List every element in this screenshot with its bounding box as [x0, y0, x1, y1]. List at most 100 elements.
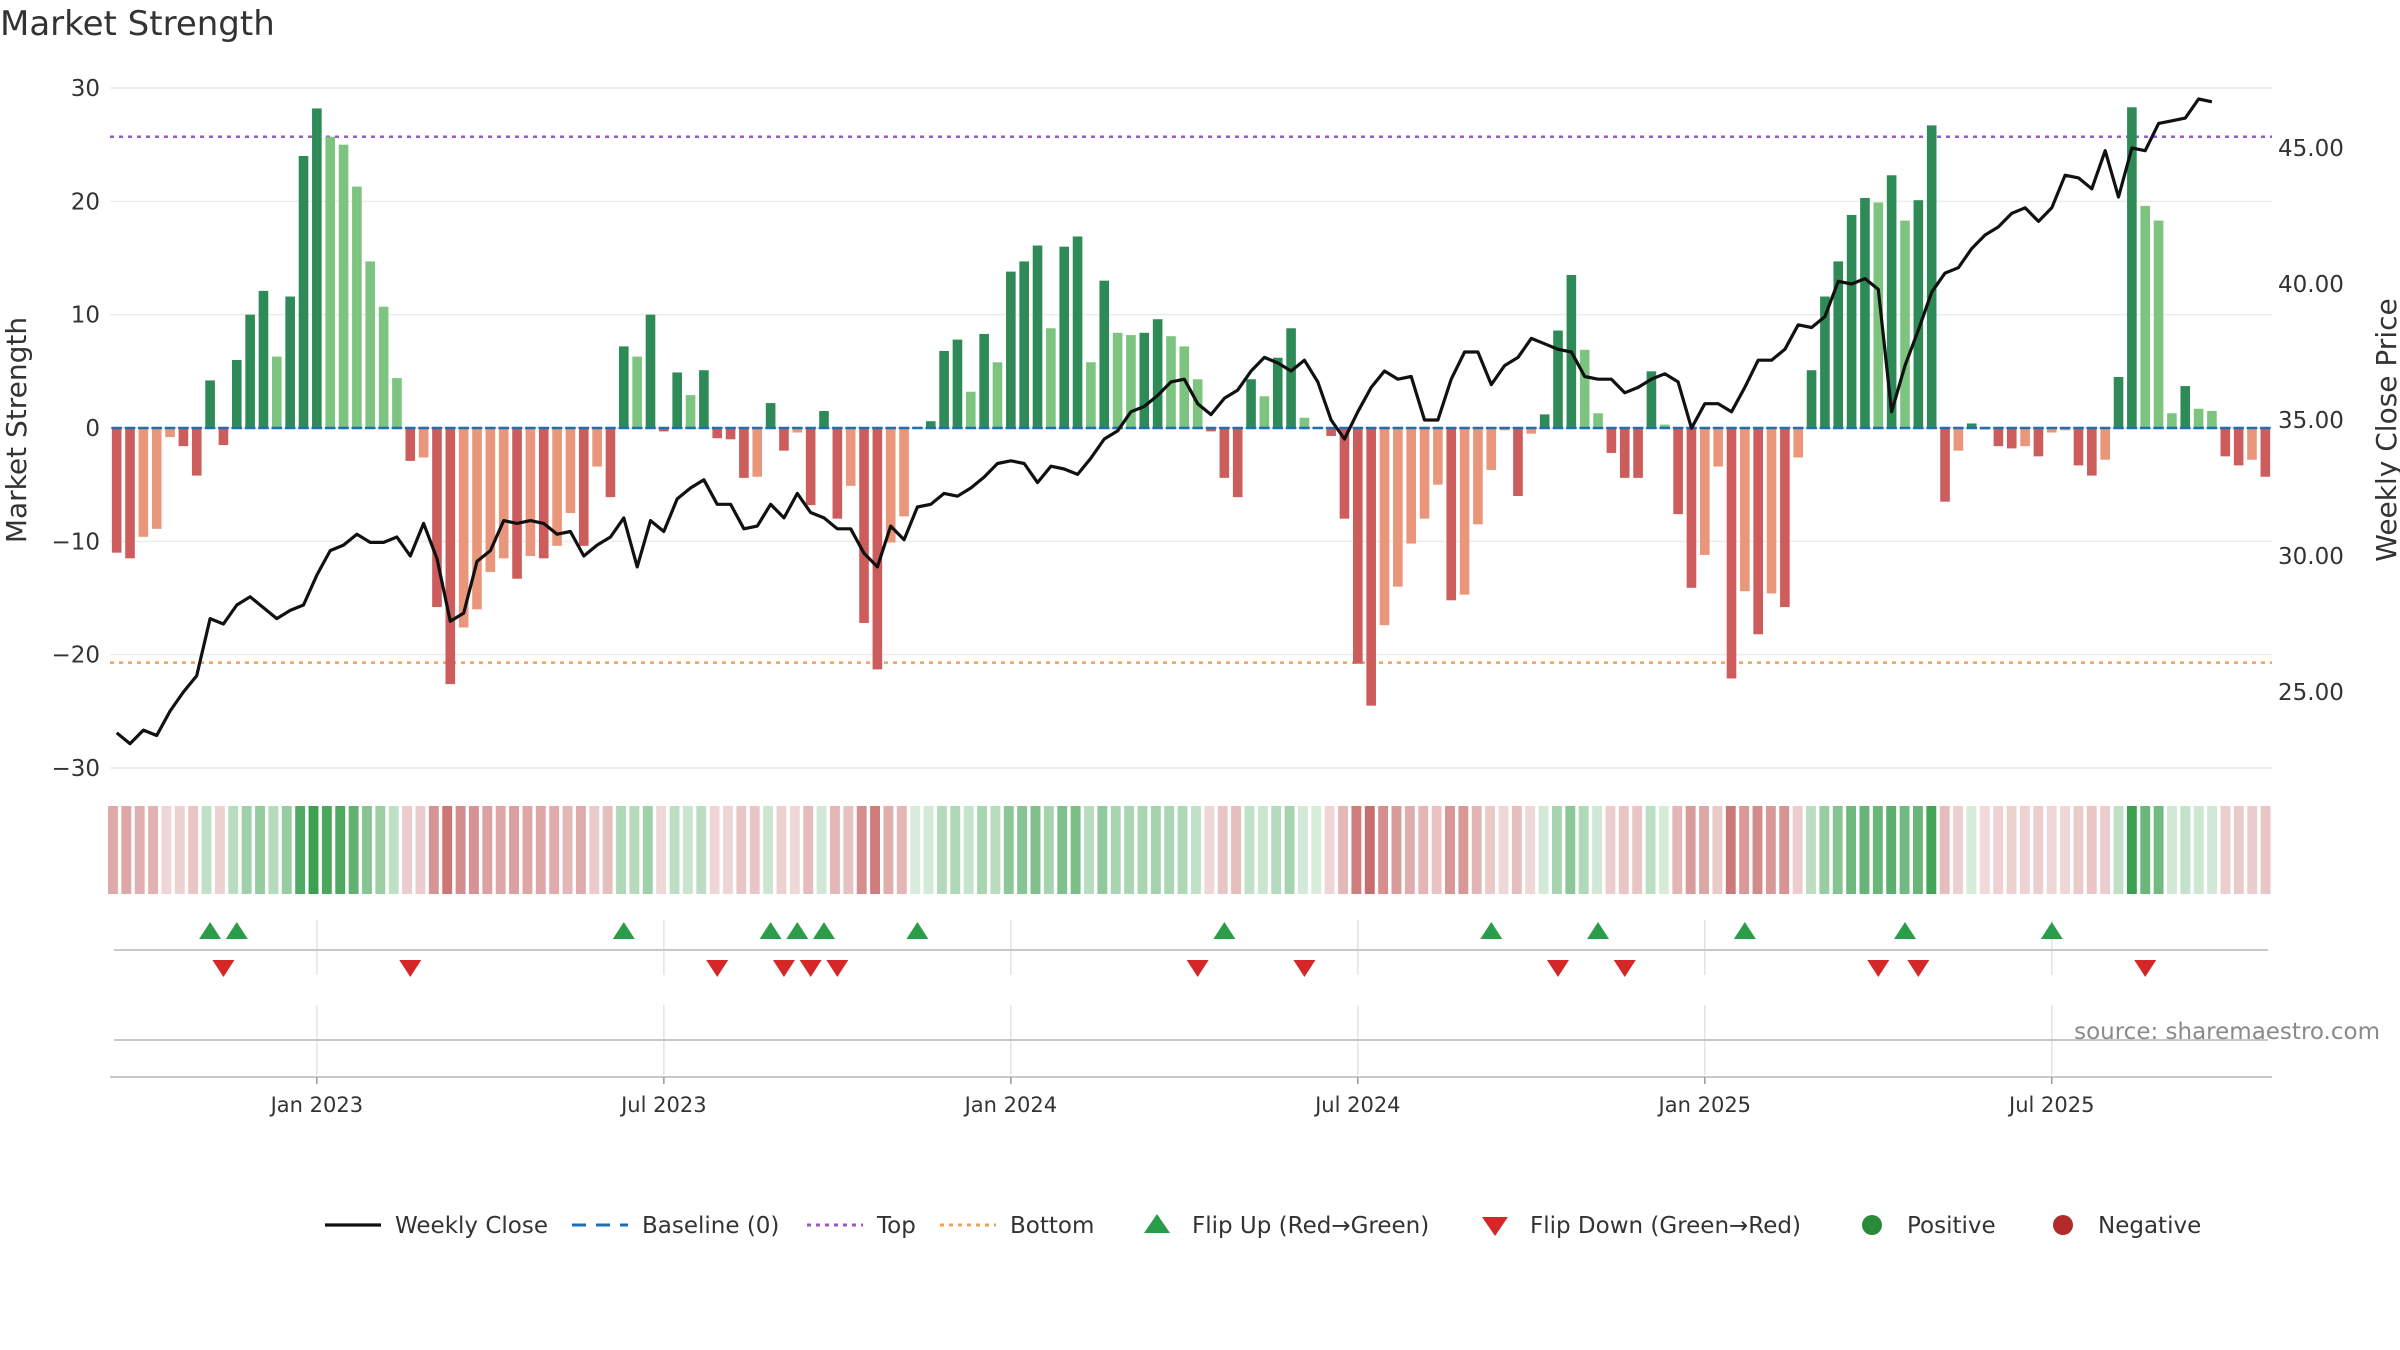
strength-bar — [1112, 332, 1123, 428]
legend-swatch — [1862, 1215, 1882, 1235]
strength-bar — [1126, 335, 1136, 428]
heat-cell — [1351, 806, 1362, 894]
strength-bar — [859, 428, 869, 623]
strength-bar — [178, 428, 189, 447]
strength-bar — [1926, 125, 1937, 429]
heat-cell — [148, 806, 159, 894]
flip-markers-panel — [114, 922, 2268, 977]
y2-tick-label: 35.00 — [2278, 408, 2344, 434]
strength-bar — [578, 428, 589, 546]
heat-cell — [1779, 806, 1790, 894]
strength-bar — [1593, 413, 1603, 428]
heat-cell — [2180, 806, 2191, 894]
heat-cell — [1658, 806, 1669, 894]
heat-cell — [856, 806, 867, 894]
strength-bar — [338, 144, 349, 428]
heat-cell — [1137, 806, 1148, 894]
strength-bar — [1993, 428, 2004, 447]
weekly-close-line — [115, 97, 2213, 746]
legend-item: Bottom — [940, 1213, 1094, 1239]
strength-bar — [2033, 428, 2044, 457]
heat-cell — [977, 806, 987, 894]
heat-cell — [2247, 806, 2258, 894]
heat-cell — [1939, 806, 1950, 894]
strength-bar — [885, 428, 896, 543]
heat-cell — [669, 806, 680, 894]
flip-up-marker — [1213, 922, 1236, 939]
flip-down-marker — [1613, 960, 1636, 977]
flip-down-marker — [2134, 960, 2157, 977]
y-tick-label: 0 — [85, 416, 100, 442]
strength-bar — [445, 428, 456, 685]
strength-bar — [272, 356, 282, 428]
heat-cell — [1498, 806, 1509, 894]
heat-cell — [108, 806, 118, 894]
heat-cell — [896, 806, 907, 894]
strength-bar — [1806, 370, 1817, 428]
heat-cell — [682, 806, 693, 894]
strength-bar — [712, 428, 723, 439]
heat-cell — [482, 806, 493, 894]
heat-cell — [174, 806, 185, 894]
strength-bar — [939, 350, 949, 428]
heat-cell — [575, 806, 586, 894]
strength-bar — [1446, 428, 1457, 601]
strength-bar — [2140, 205, 2151, 428]
strength-bar — [1539, 414, 1550, 428]
heat-cell — [2193, 806, 2204, 894]
heat-cell — [2073, 806, 2084, 894]
strength-bar — [218, 428, 229, 445]
strength-bar — [1419, 428, 1430, 519]
heat-cell — [1525, 806, 1536, 894]
y-tick-label: −30 — [51, 756, 100, 782]
legend-item: Top — [807, 1213, 916, 1239]
heat-cell — [656, 806, 667, 894]
source-note: source: sharemaestro.com — [2074, 1019, 2380, 1045]
heat-cell — [2233, 806, 2244, 894]
heat-cell — [616, 806, 626, 894]
heat-cell — [228, 806, 239, 894]
heat-cell — [1244, 806, 1255, 894]
heat-cell — [776, 806, 787, 894]
strength-bar — [632, 356, 642, 428]
strength-bar — [1673, 428, 1683, 515]
legend-swatch — [1482, 1217, 1508, 1236]
legend-item: Baseline (0) — [572, 1213, 779, 1239]
date-axis: Jan 2023 Jul 2023 Jan 2024 Jul 2024 Jan 2025… — [269, 1077, 2095, 1117]
heat-cell — [910, 806, 921, 894]
legend-item: Weekly Close — [325, 1213, 548, 1239]
heat-cell — [2019, 806, 2030, 894]
date-tick-label: Jul 2024 — [1313, 1093, 1400, 1117]
heat-cell — [1725, 806, 1736, 894]
heat-cell — [1057, 806, 1068, 894]
strength-bar — [1353, 428, 1363, 664]
heat-cell — [1297, 806, 1308, 894]
heat-cell — [1097, 806, 1108, 894]
strength-bar — [1886, 175, 1897, 428]
strength-bar — [832, 428, 843, 519]
strength-bar — [779, 428, 789, 451]
strength-bar — [965, 391, 976, 428]
heat-cell — [1150, 806, 1161, 894]
date-tick-label: Jul 2025 — [2007, 1093, 2094, 1117]
flip-down-marker — [1867, 960, 1890, 977]
y2-tick-label: 25.00 — [2278, 680, 2344, 706]
strength-bar — [1473, 428, 1483, 525]
strength-bar — [165, 428, 175, 438]
heat-cell — [2260, 806, 2271, 894]
heat-cell — [990, 806, 1001, 894]
strength-bar — [739, 428, 749, 478]
strength-bar — [1913, 200, 1924, 428]
heat-cell — [1458, 806, 1469, 894]
flip-up-marker — [812, 922, 835, 939]
heat-cell — [1792, 806, 1803, 894]
heat-cell — [255, 806, 265, 894]
strength-bar — [1633, 428, 1643, 478]
strength-bar — [2260, 428, 2271, 477]
strength-bar — [191, 428, 202, 476]
strength-bar — [2180, 386, 2191, 428]
strength-bar — [685, 395, 696, 428]
heat-cell — [602, 806, 613, 894]
heat-cell — [1846, 806, 1857, 894]
